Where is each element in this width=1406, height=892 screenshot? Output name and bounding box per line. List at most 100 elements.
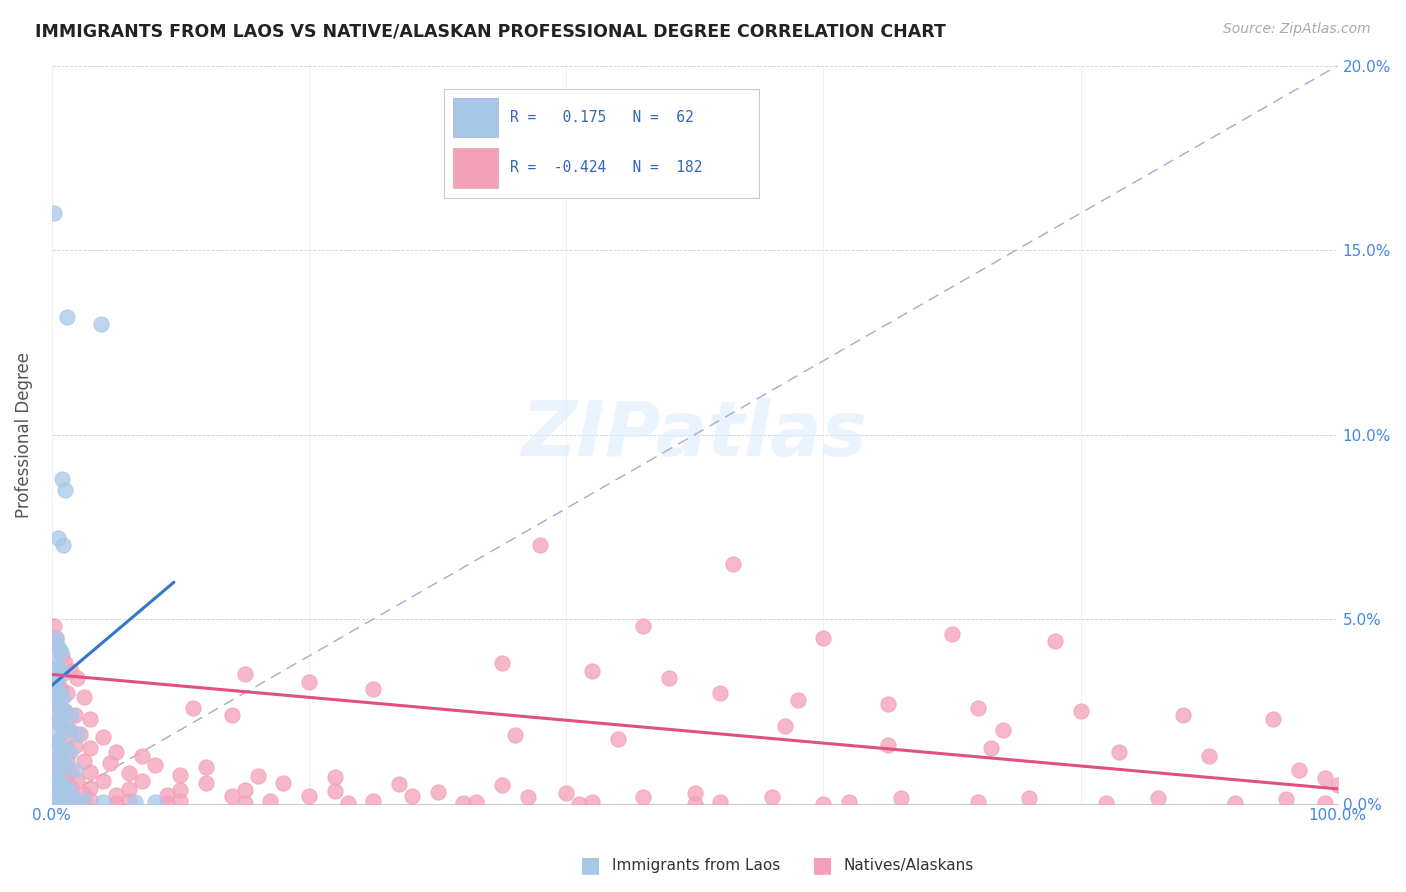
Point [45,631,67,645]
Point [45,771,67,785]
Point [45,674,67,689]
Point [51,780,73,794]
Point [91,795,114,809]
Point [63,764,86,778]
Point [44,767,66,781]
Point [876,738,898,752]
Point [44,693,66,707]
Point [118,781,141,796]
Point [124,795,146,809]
Point [48,750,70,764]
Point [90,317,112,331]
Point [73,797,96,811]
Point [1108,745,1130,759]
Point [45,796,67,810]
Point [259,794,281,808]
Point [51,791,73,805]
Point [298,789,321,803]
Point [46,660,69,674]
Point [91,730,114,744]
Point [233,797,256,811]
Point [45,771,67,785]
Point [529,538,551,552]
Point [63,708,86,723]
Point [49,700,72,714]
Text: Natives/Alaskans: Natives/Alaskans [844,858,974,872]
Point [56,310,79,324]
Point [60,793,83,807]
Point [51,667,73,681]
Point [79,741,101,756]
Point [45,693,67,707]
Point [66,772,89,787]
Point [48,794,70,808]
Point [44,730,66,744]
Point [51,719,73,733]
Point [1313,771,1336,785]
Point [45,748,67,763]
Point [876,697,898,711]
Point [45,682,67,697]
Point [786,693,808,707]
Point [51,764,73,778]
Point [60,780,83,795]
Point [633,789,655,804]
Point [131,774,153,789]
Point [941,627,963,641]
Point [723,557,745,571]
Point [45,715,67,730]
Point [66,726,89,740]
Point [63,739,86,754]
Point [233,667,256,681]
Point [323,784,346,798]
Point [980,741,1002,756]
Point [51,472,73,486]
Point [143,795,166,809]
Point [46,734,69,748]
Point [51,792,73,806]
Point [56,752,79,766]
Text: ZIPatlas: ZIPatlas [522,398,868,472]
Point [156,797,179,811]
Point [44,619,66,633]
Point [298,674,321,689]
Point [73,788,96,802]
Point [1173,708,1195,723]
Text: Source: ZipAtlas.com: Source: ZipAtlas.com [1223,22,1371,37]
Point [503,728,526,742]
Point [1043,634,1066,648]
Point [55,760,77,774]
Point [221,789,243,803]
Point [1275,792,1298,806]
Point [388,777,411,791]
Point [49,786,72,800]
Point [993,723,1015,737]
Point [91,773,114,788]
Point [813,631,835,645]
Point [45,792,67,806]
Point [1018,791,1040,805]
Point [48,664,70,678]
Point [53,738,76,752]
Text: IMMIGRANTS FROM LAOS VS NATIVE/ALASKAN PROFESSIONAL DEGREE CORRELATION CHART: IMMIGRANTS FROM LAOS VS NATIVE/ALASKAN P… [35,22,946,40]
Point [773,719,796,733]
Point [568,797,591,811]
Point [51,648,73,663]
Point [46,641,69,656]
Point [1263,712,1285,726]
Point [59,745,82,759]
Point [66,671,89,685]
Point [181,700,204,714]
Point [45,794,67,808]
Point [60,764,83,779]
Point [73,690,96,704]
Point [52,778,75,792]
Point [60,708,83,723]
Point [1313,796,1336,810]
Point [451,797,474,811]
Point [53,796,76,810]
Point [45,762,67,776]
Point [606,732,628,747]
Point [52,690,75,704]
Point [105,745,128,759]
